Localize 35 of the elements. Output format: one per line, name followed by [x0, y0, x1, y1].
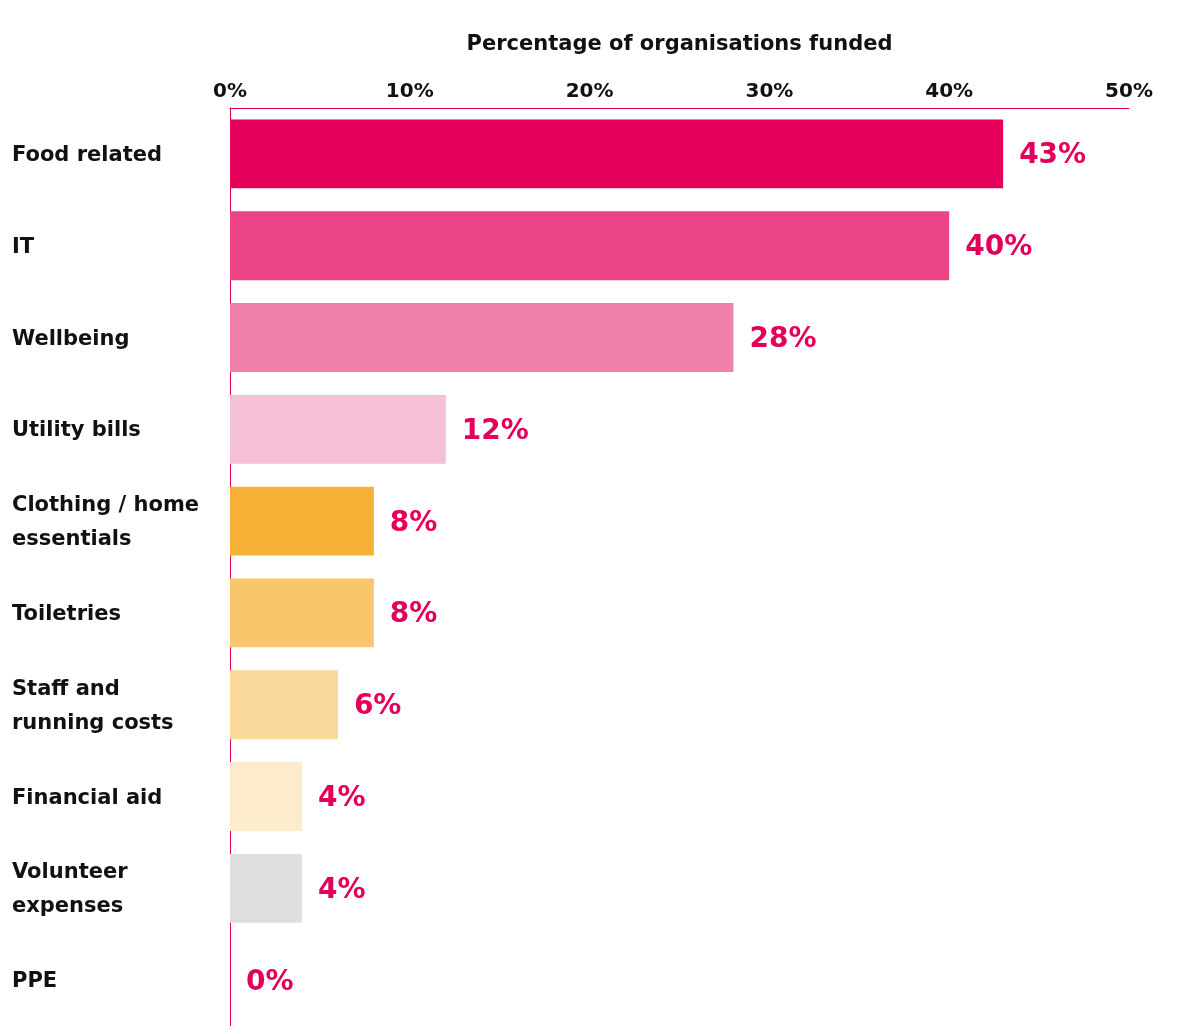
y-tick-label: Food related: [12, 141, 162, 166]
bar: [230, 303, 734, 372]
y-tick-label: Toiletries: [12, 600, 121, 625]
y-tick-label: PPE: [12, 968, 58, 993]
data-label: 4%: [317, 871, 366, 905]
bar: [230, 394, 446, 464]
x-tick-label: 20%: [565, 78, 614, 102]
x-tick-label: 30%: [745, 78, 794, 102]
data-label: 8%: [389, 504, 438, 538]
y-tick-label: Staff and running costs: [12, 675, 174, 734]
data-label: 43%: [1019, 137, 1087, 171]
y-tick-label: Wellbeing: [12, 325, 130, 350]
bar: [230, 853, 302, 923]
y-tick-label: Utility bills: [12, 417, 141, 442]
x-tick-label: 40%: [925, 78, 974, 102]
data-label: 40%: [965, 229, 1033, 263]
y-tick-label: Financial aid: [12, 784, 163, 809]
data-label: 12%: [461, 412, 529, 446]
bar: [230, 578, 374, 648]
y-tick-label: Volunteer expenses: [12, 859, 135, 918]
bar: [230, 486, 374, 556]
data-label: 8%: [389, 596, 438, 630]
y-tick-label: IT: [12, 233, 35, 258]
x-tick-label: 50%: [1105, 78, 1153, 102]
bar: [230, 211, 950, 281]
bar: [230, 670, 338, 740]
bar: [230, 762, 302, 831]
data-label: 0%: [246, 963, 294, 997]
y-tick-label: Clothing / home essentials: [12, 492, 207, 551]
x-tick-label: 10%: [385, 78, 434, 102]
data-label: 6%: [353, 688, 402, 722]
data-label: 28%: [749, 321, 817, 354]
data-label: 4%: [317, 780, 366, 813]
x-axis-title: Percentage of organisations funded: [466, 30, 893, 55]
x-tick-label: 0%: [213, 78, 247, 102]
